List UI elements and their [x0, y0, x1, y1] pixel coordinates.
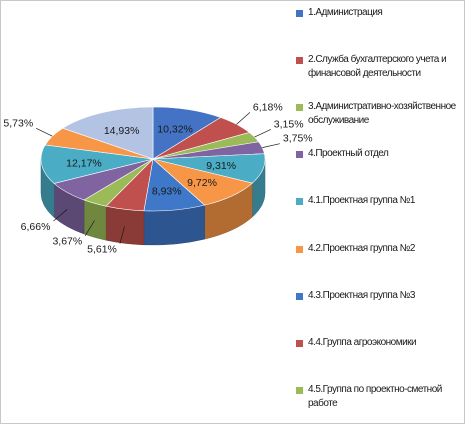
- pie-sides: [40, 158, 266, 246]
- legend-label: 4.1.Проектная группа №1: [308, 195, 415, 207]
- data-label-3: 3,15%: [274, 118, 304, 130]
- data-label-5: 9,31%: [206, 160, 236, 172]
- data-labels: 10,32% 6,18% 3,15% 3,75% 9,31% 9,72% 8,93% 5,61…: [3, 101, 312, 255]
- chart-legend: 1.Администрация 2.Служба бухгалтерского у…: [296, 1, 465, 425]
- legend-label: 4.5.Группа по проектно-сметной работе: [308, 383, 442, 409]
- pie-slice-11: [40, 144, 154, 184]
- data-label-11: 12,17%: [66, 157, 102, 169]
- legend-label: 4.Проектный отдел: [308, 148, 389, 160]
- legend-swatch: [296, 57, 303, 65]
- pie-side-8: [105, 205, 145, 246]
- pie-slice-13: [62, 106, 154, 160]
- pie-side-9: [83, 199, 107, 241]
- data-label-4: 3,75%: [283, 133, 313, 145]
- leader-line-12: [36, 127, 53, 137]
- leader-line-9: [84, 220, 95, 236]
- leader-line-10: [53, 209, 68, 222]
- leader-line-8: [119, 226, 125, 244]
- legend-label: 3.Административно-хозяйственное обслужив…: [308, 101, 456, 127]
- legend-label: 1.Администрация: [308, 7, 383, 18]
- legend-swatch: [296, 339, 303, 347]
- data-label-6: 9,72%: [187, 177, 217, 189]
- pie-slices: [40, 106, 266, 212]
- legend-label: 4.3.Проектная группа №3: [308, 289, 415, 301]
- pie-slice-1: [152, 106, 222, 160]
- data-label-8: 5,61%: [87, 244, 117, 256]
- data-label-10: 6,66%: [21, 221, 51, 233]
- legend-swatch: [296, 245, 303, 253]
- legend-swatch: [296, 198, 303, 206]
- leader-line-4: [262, 143, 280, 148]
- legend-swatch: [296, 386, 303, 394]
- legend-swatch: [296, 292, 303, 300]
- legend-swatch: [296, 104, 303, 112]
- data-label-13: 14,93%: [104, 125, 140, 137]
- data-label-9: 3,67%: [52, 236, 82, 248]
- legend-swatch: [296, 10, 303, 17]
- legend-label: 4.4.Группа агроэкономики: [308, 336, 417, 348]
- legend-label: 2.Служба бухгалтерского учета и финансов…: [308, 54, 447, 80]
- data-label-1: 10,32%: [157, 123, 193, 135]
- data-label-2: 6,18%: [253, 101, 283, 113]
- data-label-7: 8,93%: [152, 186, 182, 198]
- data-label-12: 5,73%: [3, 117, 33, 129]
- legend-swatch: [296, 151, 303, 159]
- leader-line-2: [236, 112, 251, 125]
- leader-line-3: [254, 129, 271, 138]
- legend-label: 4.2.Проектная группа №2: [308, 242, 415, 254]
